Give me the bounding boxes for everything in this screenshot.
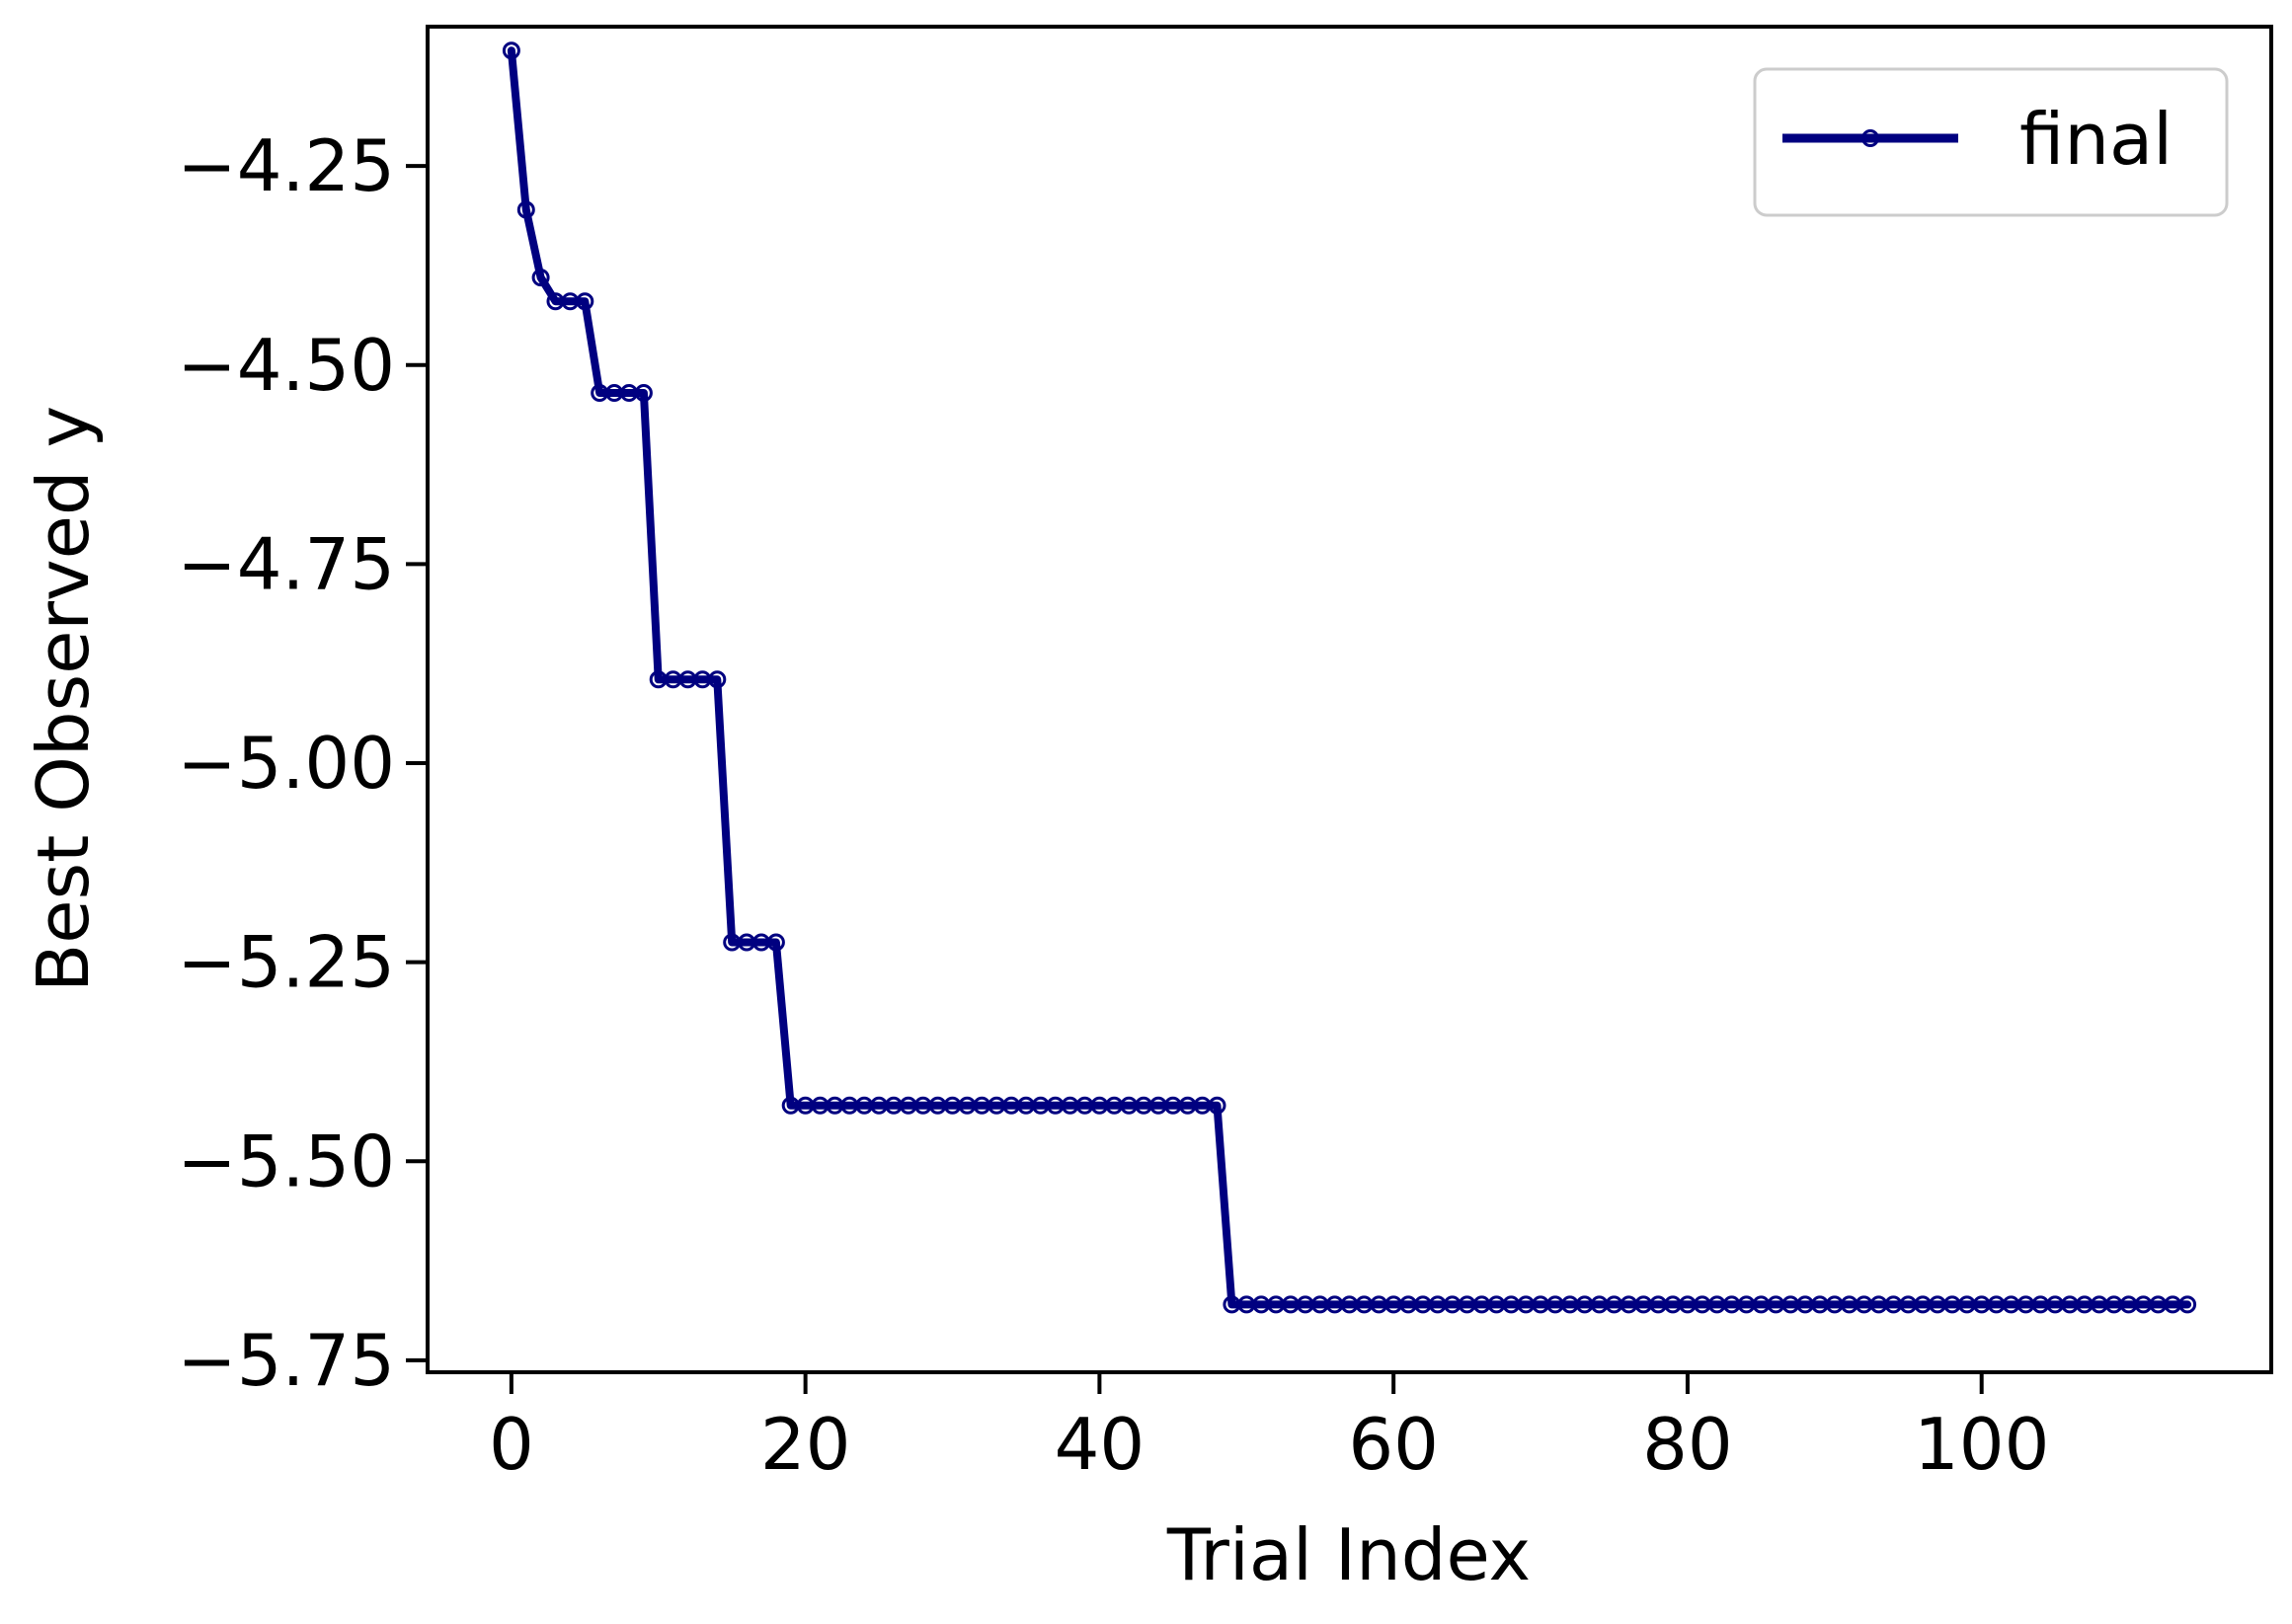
y-axis-ticks: −4.25 −4.50 −4.75 −5.00 −5.25 −5.50 −5.75: [177, 124, 428, 1402]
x-tick-label: 0: [489, 1403, 534, 1486]
legend-label-final: final: [2019, 98, 2173, 181]
legend-frame: [1753, 67, 2229, 217]
data-point: [708, 670, 727, 689]
x-axis-label: Trial Index: [1166, 1513, 1531, 1596]
x-tick-label: 40: [1055, 1403, 1146, 1486]
x-tick-label: 20: [760, 1403, 851, 1486]
plot-area-frame: [426, 25, 2273, 1374]
data-point: [502, 41, 520, 60]
data-point: [634, 384, 653, 402]
data-point: [2178, 1295, 2197, 1314]
y-tick-label: −5.50: [177, 1120, 395, 1202]
data-point: [1208, 1096, 1226, 1115]
y-tick-label: −5.75: [177, 1319, 395, 1402]
x-tick-label: 60: [1348, 1403, 1439, 1486]
x-tick-label: 80: [1642, 1403, 1733, 1486]
x-axis-ticks: 0 20 40 60 80 100: [489, 1372, 2049, 1486]
y-tick-label: −5.00: [177, 722, 395, 805]
legend-marker-swatch: [1861, 129, 1879, 147]
y-tick-label: −4.25: [177, 124, 395, 207]
data-point: [576, 292, 594, 311]
y-axis-label: Best Observed y: [22, 406, 105, 992]
series-line-final: [507, 46, 2192, 1309]
series-layer: [502, 41, 2197, 1314]
x-tick-label: 100: [1914, 1403, 2049, 1486]
y-tick-label: −5.25: [177, 921, 395, 1004]
data-point: [766, 933, 785, 952]
data-point: [531, 269, 550, 287]
data-point: [516, 200, 535, 219]
y-tick-label: −4.75: [177, 522, 395, 605]
y-tick-label: −4.50: [177, 324, 395, 407]
legend: final: [1753, 67, 2229, 217]
